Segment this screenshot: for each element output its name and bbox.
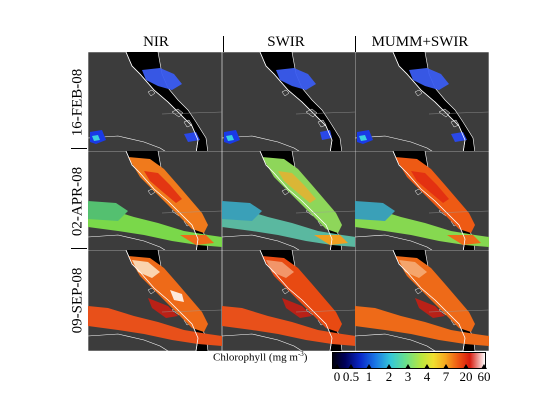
colorbar-tick-mark (443, 364, 449, 369)
colorbar-tick-mark (366, 364, 372, 369)
coastline (259, 52, 333, 153)
chlorophyll-field (222, 201, 262, 221)
chlorophyll-bloom (266, 260, 294, 278)
land-area (88, 333, 169, 351)
colorbar-tick-mark (405, 364, 411, 369)
chlorophyll-bloom (447, 235, 481, 245)
chlorophyll-patch (276, 68, 316, 90)
coastline (125, 250, 199, 351)
satellite-panel-swir-16-feb-08 (222, 52, 356, 153)
land-area (88, 234, 169, 252)
border-line (295, 111, 356, 115)
chlorophyll-bloom (314, 235, 348, 245)
satellite-panel-swir-09-sep-08 (222, 250, 356, 351)
chlorophyll-bloom (144, 171, 182, 203)
row-label-02-apr-08: 02-APR-08 (69, 166, 86, 237)
coastline (259, 250, 333, 351)
chlorophyll-patch (409, 68, 449, 90)
row-separator (71, 248, 87, 249)
border-line (295, 309, 356, 313)
border-line (161, 111, 222, 115)
chlorophyll-bloom (411, 171, 449, 203)
chlorophyll-bloom (399, 260, 427, 278)
land-area (222, 135, 303, 153)
colorbar-tick-label: 7 (442, 369, 450, 384)
chlorophyll-bloom (278, 171, 316, 203)
coastline (259, 151, 333, 252)
colorbar-tick-label: 60 (477, 369, 491, 384)
column-title-swir: SWIR (267, 34, 305, 50)
chlorophyll-field (355, 306, 489, 346)
satellite-panel-nir-02-apr-08 (88, 151, 222, 252)
satellite-panel-mumm-swir-16-feb-08 (355, 52, 489, 153)
land-area (88, 135, 169, 153)
row-label-09-sep-08: 09-SEP-08 (69, 267, 86, 334)
border-line (161, 309, 222, 313)
chlorophyll-field (88, 201, 128, 221)
chlorophyll-field (222, 306, 356, 346)
satellite-panel-nir-09-sep-08 (88, 250, 222, 351)
chlorophyll-bloom (148, 298, 178, 318)
row-separator (71, 148, 87, 149)
colorbar-tick-mark (463, 364, 469, 369)
chlorophyll-field (88, 306, 222, 346)
coastline (125, 52, 199, 153)
column-separator (355, 36, 356, 52)
satellite-panel-nir-16-feb-08 (88, 52, 222, 153)
border-line (161, 210, 222, 214)
chlorophyll-bloom (170, 290, 184, 302)
land-area (355, 234, 436, 252)
colorbar-title: Chlorophyll (mg m-3) (213, 350, 308, 364)
colorbar-tick-mark (424, 364, 430, 369)
colorbar-tick-mark (334, 364, 340, 369)
colorbar-tick-label: 0 (333, 369, 341, 384)
satellite-panel-mumm-swir-09-sep-08 (355, 250, 489, 351)
colorbar-tick-label: 3 (404, 369, 412, 384)
land-area (355, 135, 436, 153)
land-area (355, 333, 436, 351)
chlorophyll-field (355, 201, 395, 221)
colorbar-tick-mark (481, 364, 487, 369)
border-line (295, 210, 356, 214)
row-label-16-feb-08: 16-FEB-08 (69, 68, 86, 137)
colorbar-tick-label: 1 (365, 369, 373, 384)
land-area (222, 333, 303, 351)
colorbar-tick-label: 0.5 (342, 369, 360, 384)
colorbar-tick-label: 20 (459, 369, 473, 384)
satellite-panel-mumm-swir-02-apr-08 (355, 151, 489, 252)
border-line (428, 210, 489, 214)
column-title-mumm-swir: MUMM+SWIR (371, 34, 469, 50)
chlorophyll-patch (92, 135, 100, 141)
chlorophyll-patch (226, 135, 234, 141)
colorbar-tick-label: 2 (385, 369, 393, 384)
colorbar-tick-mark (348, 364, 354, 369)
satellite-panel-swir-02-apr-08 (222, 151, 356, 252)
chlorophyll-patch (359, 135, 367, 141)
coastline (125, 151, 199, 252)
chlorophyll-bloom (415, 298, 445, 318)
coastline (392, 250, 466, 351)
chlorophyll-patch (142, 68, 182, 90)
coastline (392, 151, 466, 252)
land-area (222, 234, 303, 252)
border-line (428, 309, 489, 313)
coastline (392, 52, 466, 153)
chlorophyll-bloom (132, 260, 160, 278)
column-separator (223, 36, 224, 52)
colorbar-tick-mark (386, 364, 392, 369)
colorbar-tick-label: 4 (423, 369, 431, 384)
chlorophyll-bloom (180, 235, 214, 245)
border-line (428, 111, 489, 115)
chlorophyll-bloom (282, 298, 312, 318)
column-title-nir: NIR (143, 34, 169, 50)
